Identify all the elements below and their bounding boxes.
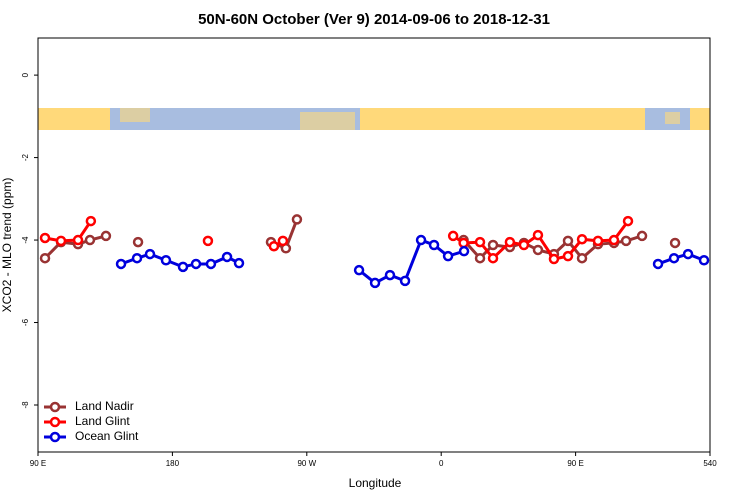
legend-label: Land Glint [75,414,130,428]
data-point [268,240,280,252]
data-point [447,230,459,242]
data-point [622,215,634,227]
data-point [698,255,710,266]
data-point [562,250,574,262]
data-point [532,244,544,256]
data-point [442,250,454,262]
data-point [458,237,469,249]
y-tick-label: -6 [21,318,30,326]
data-point [132,236,144,248]
x-tick-label: 90 W [297,459,316,468]
data-point [205,258,217,270]
legend-label: Ocean Glint [75,429,139,443]
data-point [487,252,499,264]
data-point [277,235,289,247]
data-point [202,235,214,247]
y-tick-label: -2 [21,153,30,161]
legend-marker [49,401,61,413]
data-point [576,252,588,264]
data-point [636,230,648,242]
data-point [353,264,365,276]
data-point [369,277,381,289]
data-point [668,252,680,264]
y-tick-label: 0 [21,72,30,77]
data-point [532,229,544,241]
data-point [608,234,620,246]
data-point [177,261,189,273]
data-point [100,230,112,242]
data-point [548,253,560,265]
plot-frame [37,37,711,453]
data-point [131,252,143,264]
data-point [160,255,172,266]
data-point [562,235,574,247]
legend-marker [49,416,61,428]
data-point [55,235,67,247]
data-point [458,245,470,257]
y-tick-label: -8 [21,401,30,409]
data-point [399,275,411,287]
data-point [291,214,303,225]
data-point [620,235,632,247]
data-point [504,236,516,248]
legend-marker [49,431,61,443]
data-point [487,239,499,251]
y-tick-label: -4 [21,236,30,244]
data-point [415,234,427,246]
chart-title: 50N-60N October (Ver 9) 2014-09-06 to 20… [198,11,550,28]
x-tick-label: 90 E [30,459,46,468]
x-tick-label: 0 [439,459,444,468]
data-point [221,251,233,263]
x-axis-label: Longitude [349,476,402,490]
data-point [518,239,530,251]
data-point [72,234,84,246]
map-band [38,108,710,130]
data-point [39,252,51,264]
data-point [652,258,664,270]
data-point [474,236,486,248]
x-tick-label: 540 [703,459,717,468]
data-point [576,233,588,245]
data-point [84,234,96,246]
data-point [115,258,127,270]
x-tick-label: 90 E [567,459,583,468]
data-point [384,269,396,281]
data-point [233,257,245,269]
data-point [682,248,694,260]
y-axis-label: XCO2 - MLO trend (ppm) [0,178,14,313]
data-point [190,258,202,270]
data-point [474,252,486,264]
data-point [144,248,156,260]
legend-label: Land Nadir [75,399,134,413]
data-point [39,232,51,244]
data-point [85,215,97,227]
data-point [669,237,681,249]
x-tick-label: 180 [166,459,180,468]
data-point [428,239,440,251]
data-point [592,235,604,247]
